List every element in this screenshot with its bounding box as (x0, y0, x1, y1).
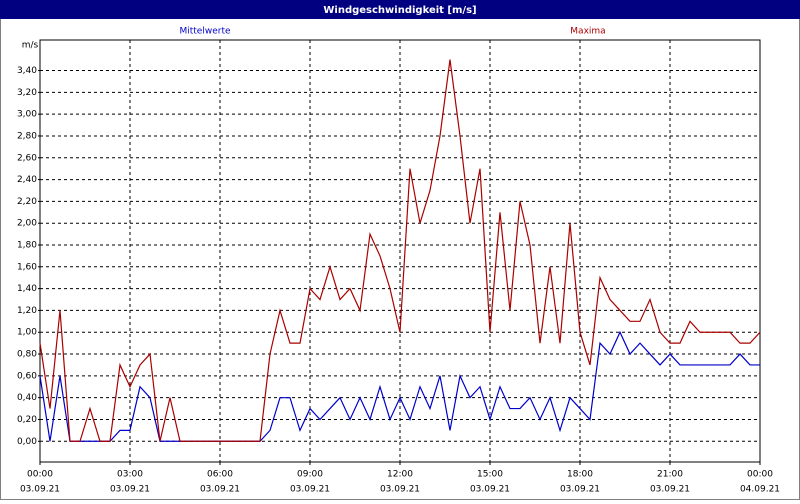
x-tick-label: 09:00 (297, 470, 323, 480)
y-tick-label: 1,60 (17, 262, 37, 272)
series-line (39, 59, 761, 442)
x-tick-date: 03.09.21 (290, 485, 330, 495)
y-tick-label: 2,40 (17, 175, 37, 185)
x-tick-date: 04.09.21 (740, 485, 780, 495)
y-tick-label: 0,60 (17, 371, 37, 381)
y-tick-label: 0,80 (17, 350, 37, 360)
y-tick-label: 3,20 (17, 88, 37, 98)
y-tick-label: 3,00 (17, 110, 37, 120)
x-tick-label: 00:00 (747, 470, 773, 480)
x-tick-label: 03:00 (117, 470, 143, 480)
title-bar (0, 0, 800, 19)
y-tick-label: 1,20 (17, 306, 37, 316)
y-tick-label: 0,00 (17, 437, 37, 447)
x-tick-label: 06:00 (207, 470, 233, 480)
y-tick-label: 2,60 (17, 153, 37, 163)
y-tick-label: 1,00 (17, 328, 37, 338)
x-tick-date: 03.09.21 (380, 485, 420, 495)
y-tick-label: 0,40 (17, 393, 37, 403)
y-tick-label: 1,80 (17, 241, 37, 251)
y-tick-label: 3,40 (17, 66, 37, 76)
x-tick-label: 18:00 (567, 470, 593, 480)
chart-title: Windgeschwindigkeit [m/s] (323, 5, 476, 16)
x-tick-label: 00:00 (27, 470, 53, 480)
x-tick-date: 03.09.21 (560, 485, 600, 495)
legend-label: Mittelwerte (179, 27, 230, 37)
legend-label: Maxima (570, 27, 605, 37)
x-tick-date: 03.09.21 (200, 485, 240, 495)
y-tick-label: 2,80 (17, 131, 37, 141)
y-tick-label: 1,40 (17, 284, 37, 294)
y-tick-label: 2,00 (17, 219, 37, 229)
x-tick-label: 15:00 (477, 470, 503, 480)
y-axis-label: m/s (22, 41, 39, 51)
x-tick-date: 03.09.21 (110, 485, 150, 495)
x-tick-date: 03.09.21 (20, 485, 60, 495)
x-tick-date: 03.09.21 (470, 485, 510, 495)
y-tick-label: 0,20 (17, 415, 37, 425)
x-tick-date: 03.09.21 (650, 485, 690, 495)
x-tick-label: 21:00 (657, 470, 683, 480)
x-tick-label: 12:00 (387, 470, 413, 480)
y-tick-label: 2,20 (17, 197, 37, 207)
